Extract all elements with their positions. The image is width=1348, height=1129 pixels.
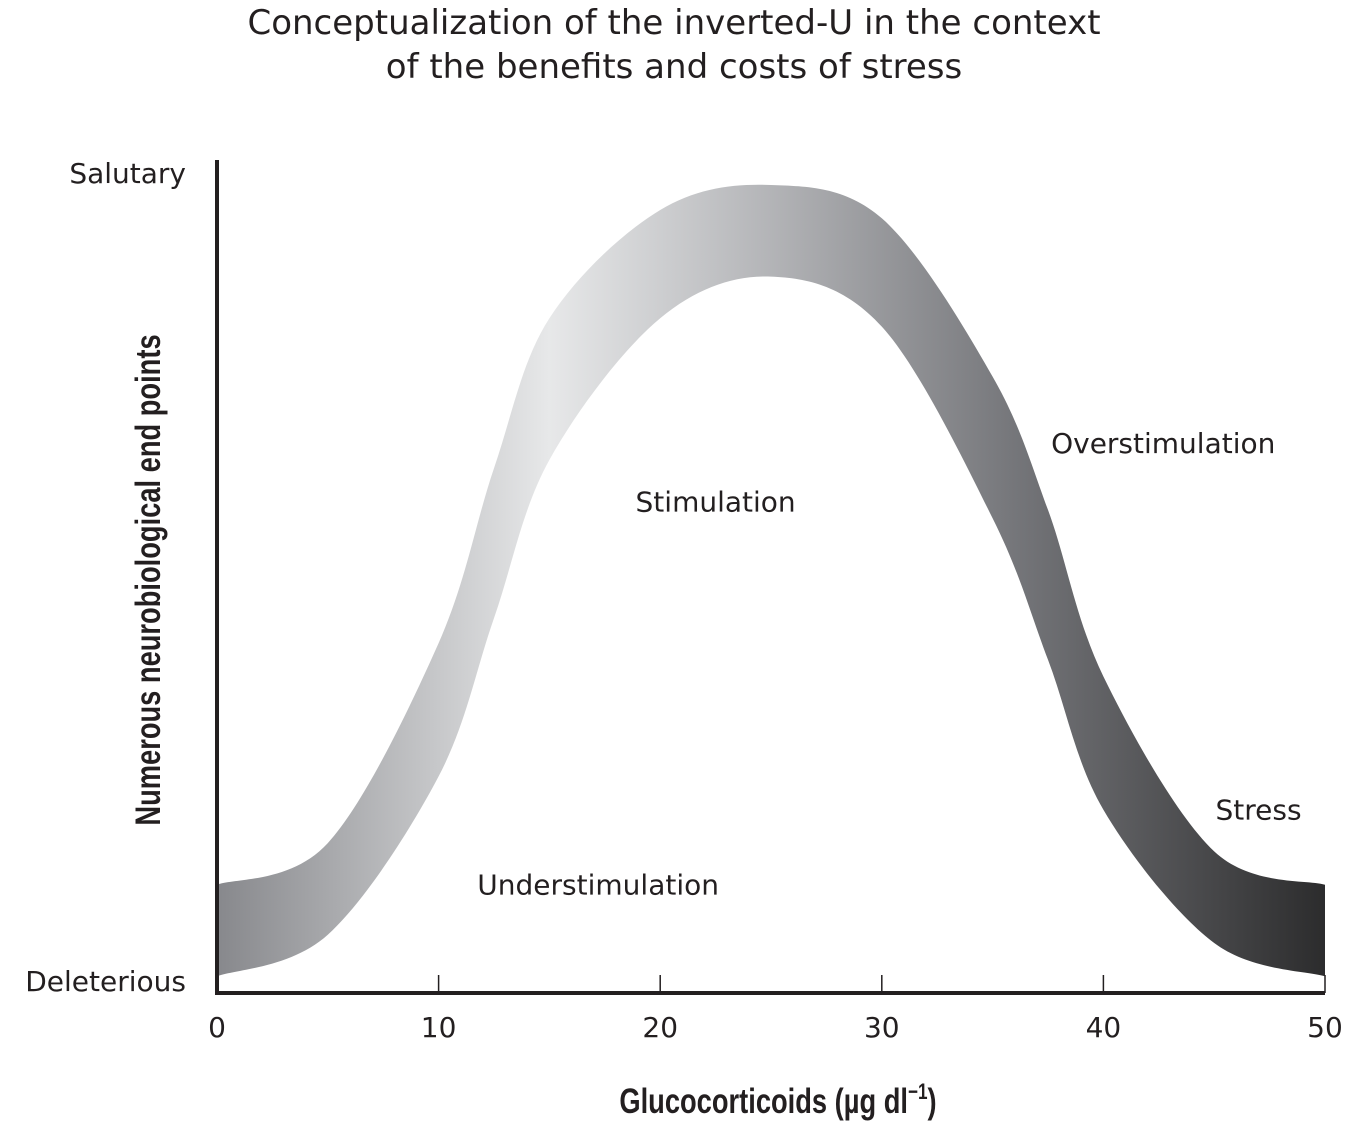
chart-title-line-1: Conceptualization of the inverted-U in t… <box>247 3 1101 43</box>
axes-layer <box>215 160 1325 995</box>
annotation-stimulation: Stimulation <box>636 486 796 519</box>
y-axis-title: Numerous neurobiological end points <box>129 334 168 825</box>
annotation-understimulation: Understimulation <box>477 869 719 902</box>
x-tick-labels: 0 10 20 30 40 50 <box>208 1011 1343 1044</box>
chart-title-line-2: of the benefits and costs of stress <box>385 46 963 87</box>
x-axis-title-main: Glucocorticoids (µg dl <box>619 1082 908 1121</box>
x-tick-label-0: 0 <box>208 1011 226 1044</box>
inverted-u-band <box>217 184 1325 977</box>
region-annotations: Understimulation Stimulation Overstimulati… <box>477 427 1301 901</box>
x-tick-label-10: 10 <box>421 1011 457 1044</box>
x-axis-title-superscript: −1 <box>908 1080 928 1105</box>
x-axis-title: Glucocorticoids (µg dl−1) <box>619 1080 936 1121</box>
x-axis-title-suffix: ) <box>928 1082 937 1121</box>
y-top-label: Salutary <box>69 157 186 190</box>
x-tick-label-50: 50 <box>1307 1011 1343 1044</box>
x-tick-label-30: 30 <box>864 1011 900 1044</box>
chart-title: Conceptualization of the inverted-U in t… <box>0 0 1348 89</box>
band-layer <box>217 184 1325 977</box>
x-ticks <box>437 975 1326 993</box>
x-tick-label-40: 40 <box>1086 1011 1122 1044</box>
y-bottom-label: Deleterious <box>25 965 186 998</box>
annotation-overstimulation: Overstimulation <box>1051 427 1275 460</box>
x-tick-label-20: 20 <box>642 1011 678 1044</box>
annotation-stress: Stress <box>1215 794 1301 827</box>
